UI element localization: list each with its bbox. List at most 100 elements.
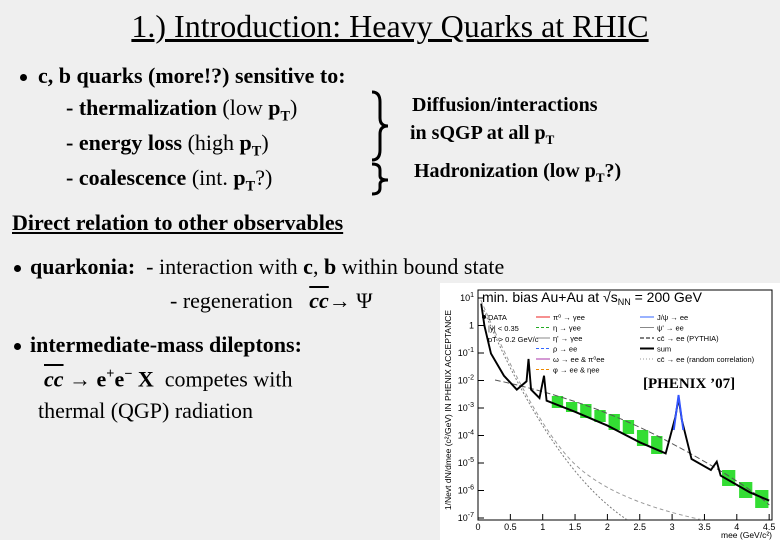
tick-base: 10 — [458, 486, 468, 496]
component-curve — [483, 309, 628, 521]
item-term: - coalescence — [66, 165, 187, 190]
y-tick-label: 10-7 — [458, 512, 474, 523]
tick-exponent: -3 — [468, 402, 474, 409]
y-tick-label: 1 — [469, 321, 474, 331]
tick-exponent: -2 — [468, 375, 474, 382]
syst-boxes — [551, 396, 769, 508]
brace — [371, 162, 389, 196]
item: - thermalization (low pT) — [66, 95, 297, 125]
x-tick-label: 2 — [605, 522, 610, 532]
item-text: ?) — [255, 165, 273, 190]
legend-cut: DATA — [488, 313, 507, 322]
legend-entry: φ → ee & ηee — [553, 366, 600, 375]
syst-box — [636, 430, 649, 446]
y-tick-label: 101 — [460, 292, 474, 303]
tick-base: 10 — [460, 293, 470, 303]
y-tick-label: 10-3 — [458, 402, 474, 413]
subscript: T — [545, 132, 555, 147]
text: - interaction with — [146, 254, 304, 279]
title-text: √s — [603, 289, 618, 305]
charm-pair: cc — [44, 366, 64, 392]
text: , — [312, 254, 324, 279]
superscript: + — [106, 366, 115, 382]
item: - energy loss (high pT) — [66, 130, 269, 160]
braces — [371, 90, 389, 196]
legend-entry: cc̄ → ee (random correlation) — [657, 355, 755, 364]
legend-cut: |y| < 0.35 — [488, 324, 519, 333]
tick-base: 10 — [458, 376, 468, 386]
text: e — [114, 366, 125, 392]
quarkonia-line: - regeneration cc→ Ψ — [170, 288, 373, 314]
item-text: ) — [290, 95, 298, 120]
subscript: T — [595, 170, 605, 185]
x-tick-label: 2.5 — [633, 522, 646, 532]
legend-marker — [482, 315, 486, 319]
item-term: - thermalization — [66, 95, 217, 120]
charm-pair: cc — [309, 288, 329, 313]
legend-entry: π⁰ → γee — [553, 313, 585, 322]
bullet-head: quarkonia: — [30, 254, 136, 279]
x-tick-label: 1 — [540, 522, 545, 532]
syst-box — [594, 410, 606, 422]
dilepton-line: thermal (QGP) radiation — [38, 398, 254, 423]
item-text: ) — [261, 130, 269, 155]
dilepton-line: cc → e+e− X competes with — [44, 366, 292, 392]
slide-title: 1.) Introduction: Heavy Quarks at RHIC — [131, 8, 649, 44]
item-text: (high — [182, 130, 240, 155]
legend-entry: sum — [657, 345, 671, 354]
x-tick-label: 4 — [734, 522, 739, 532]
text: → Ψ — [328, 288, 373, 313]
legend-entry: cc̄ → ee (PYTHIA) — [657, 334, 719, 343]
figure-title: min. bias Au+Au at √sNN = 200 GeV — [482, 289, 703, 307]
legend-entry: ψ' → ee — [657, 324, 684, 333]
syst-box — [580, 404, 592, 418]
legend-entry: η → γee — [553, 324, 581, 333]
subscript: T — [245, 178, 256, 195]
note-text: in sQGP at all p — [410, 122, 546, 144]
text: within bound state — [336, 254, 505, 279]
peak-curve — [672, 394, 685, 431]
component-curve — [480, 299, 704, 521]
tick-exponent: -5 — [468, 457, 474, 464]
tick-base: 10 — [458, 403, 468, 413]
tick-exponent: -6 — [468, 485, 474, 492]
x-tick-label: 0.5 — [504, 522, 517, 532]
note-text: ?) — [604, 160, 622, 182]
item-text: p — [268, 95, 281, 120]
x-tick-label: 1.5 — [569, 522, 582, 532]
y-tick-label: 10-5 — [458, 457, 474, 468]
item-text: (low — [216, 95, 269, 120]
legend-entry: ρ → ee — [553, 345, 577, 354]
item-text: p — [239, 130, 252, 155]
item-term: - energy loss — [66, 130, 183, 155]
note: Diffusion/interactions — [412, 94, 598, 116]
tick-base: 10 — [458, 458, 468, 468]
x-tick-label: 3.5 — [698, 522, 711, 532]
note: in sQGP at all pT — [410, 122, 554, 148]
syst-box — [565, 402, 578, 412]
legend-entry: ω → ee & π⁰ee — [553, 355, 605, 364]
note: Hadronization (low pT?) — [414, 160, 621, 186]
tick-exponent: -4 — [468, 430, 474, 437]
y-tick-label: 10-1 — [458, 347, 474, 358]
quarkonia-line: quarkonia: - interaction with c, b withi… — [30, 254, 504, 280]
plot-frame — [477, 289, 773, 521]
subscript: T — [280, 108, 291, 125]
x-tick-label: 4.5 — [763, 522, 776, 532]
plot-curves — [480, 299, 770, 521]
tick-base: 10 — [458, 431, 468, 441]
syst-box — [551, 396, 564, 408]
subscript: T — [251, 143, 262, 160]
bullet — [14, 265, 21, 272]
tick-exponent: 1 — [470, 292, 474, 299]
title-text: = 200 GeV — [631, 289, 703, 305]
x-tick-label: 0 — [475, 522, 480, 532]
figure-credit: [PHENIX ’07] — [643, 376, 735, 392]
item-text: p — [233, 165, 246, 190]
legend-cut: pT > 0.2 GeV/c — [488, 335, 539, 344]
text: competes with — [153, 366, 293, 392]
tick-exponent: -7 — [468, 512, 474, 519]
y-tick-label: 10-6 — [458, 485, 474, 496]
text: - regeneration — [170, 288, 293, 313]
